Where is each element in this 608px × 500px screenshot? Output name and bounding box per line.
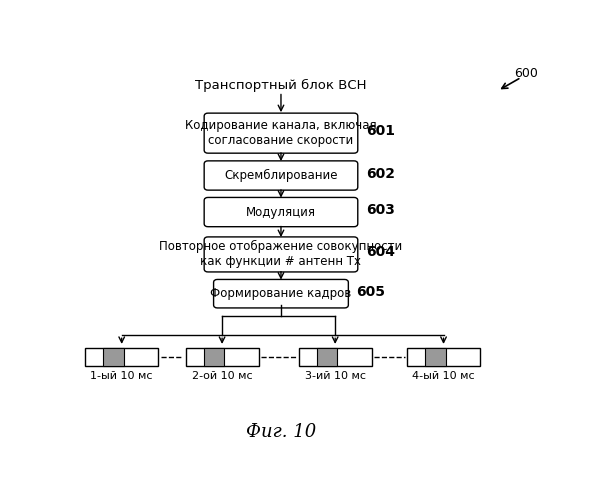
Bar — [85, 348, 158, 366]
Bar — [299, 348, 371, 366]
FancyBboxPatch shape — [213, 280, 348, 308]
Text: Скремблирование: Скремблирование — [224, 169, 337, 182]
Text: Модуляция: Модуляция — [246, 206, 316, 218]
Text: 4-ый 10 мс: 4-ый 10 мс — [412, 371, 475, 381]
Bar — [185, 348, 258, 366]
Bar — [425, 348, 446, 366]
FancyBboxPatch shape — [204, 237, 358, 272]
Text: Повторное отображение совокупности
как функции # антенн Тx: Повторное отображение совокупности как ф… — [159, 240, 402, 268]
Text: Формирование кадров: Формирование кадров — [210, 287, 351, 300]
Text: 601: 601 — [366, 124, 395, 138]
Bar — [204, 348, 224, 366]
Text: 1-ый 10 мс: 1-ый 10 мс — [91, 371, 153, 381]
Bar — [103, 348, 124, 366]
Text: 2-ой 10 мс: 2-ой 10 мс — [192, 371, 252, 381]
Text: 603: 603 — [366, 203, 395, 217]
Text: Транспортный блок ВСН: Транспортный блок ВСН — [195, 78, 367, 92]
Bar — [317, 348, 337, 366]
FancyBboxPatch shape — [204, 161, 358, 190]
Text: 3-ий 10 мс: 3-ий 10 мс — [305, 371, 365, 381]
Text: Фиг. 10: Фиг. 10 — [246, 422, 316, 440]
FancyBboxPatch shape — [204, 198, 358, 226]
Text: 605: 605 — [356, 285, 385, 299]
Text: 602: 602 — [366, 166, 395, 180]
Text: 604: 604 — [366, 246, 395, 260]
Text: 600: 600 — [514, 67, 538, 80]
Text: Кодирование канала, включая
согласование скорости: Кодирование канала, включая согласование… — [185, 119, 377, 147]
Bar — [407, 348, 480, 366]
FancyBboxPatch shape — [204, 113, 358, 153]
